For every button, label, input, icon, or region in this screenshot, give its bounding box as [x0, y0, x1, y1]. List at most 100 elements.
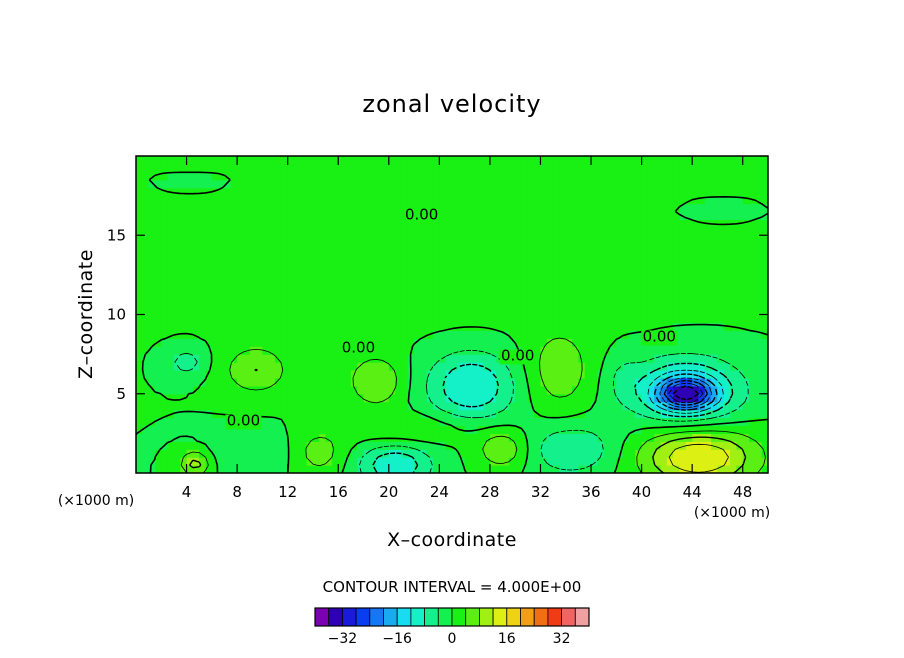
- field-cell: [136, 346, 143, 355]
- colorbar-swatch: [383, 607, 398, 627]
- field-cell: [452, 235, 459, 244]
- field-cell: [673, 449, 681, 458]
- field-cell: [167, 401, 175, 411]
- field-cell: [591, 346, 598, 355]
- field-cell: [237, 163, 245, 173]
- field-cell: [433, 259, 440, 268]
- field-cell: [420, 322, 428, 331]
- field-cell: [312, 171, 320, 181]
- field-cell: [180, 259, 188, 268]
- field-cell: [142, 354, 150, 363]
- field-cell: [338, 457, 346, 466]
- field-cell: [426, 266, 434, 276]
- field-cell: [344, 330, 352, 339]
- field-cell: [597, 171, 605, 181]
- field-cell: [610, 211, 617, 220]
- colorbar-tick-label: 0: [448, 631, 457, 647]
- field-cell: [142, 171, 150, 181]
- field-cell: [230, 465, 238, 473]
- field-cell: [597, 449, 605, 458]
- field-cell: [407, 274, 415, 284]
- field-cell: [540, 235, 548, 244]
- field-cell: [654, 369, 662, 379]
- field-cell: [319, 377, 327, 387]
- field-cell: [344, 457, 352, 466]
- field-cell: [376, 409, 384, 419]
- field-cell: [363, 417, 371, 427]
- field-cell: [319, 156, 327, 165]
- field-cell: [186, 441, 194, 450]
- field-cell: [287, 417, 295, 427]
- field-cell: [331, 441, 339, 450]
- field-cell: [730, 338, 737, 347]
- field-cell: [559, 274, 567, 284]
- field-cell: [268, 314, 276, 324]
- field-cell: [616, 187, 624, 197]
- field-cell: [388, 243, 396, 252]
- field-cell: [679, 441, 687, 450]
- field-cell: [287, 179, 295, 189]
- field-cell: [224, 314, 232, 324]
- field-cell: [312, 377, 320, 387]
- field-cell: [350, 290, 358, 300]
- field-cell: [578, 266, 586, 276]
- field-cell: [470, 306, 478, 316]
- field-cell: [388, 409, 396, 419]
- field-cell: [452, 346, 459, 355]
- field-cell: [723, 369, 731, 379]
- field-cell: [761, 377, 768, 387]
- field-cell: [584, 274, 592, 284]
- field-cell: [300, 354, 308, 363]
- field-cell: [666, 227, 674, 236]
- field-cell: [591, 457, 598, 466]
- field-cell: [445, 282, 453, 292]
- field-cell: [736, 298, 744, 308]
- field-cell: [142, 259, 150, 268]
- field-cell: [281, 433, 289, 442]
- field-cell: [142, 211, 150, 220]
- field-cell: [622, 259, 630, 268]
- field-cell: [673, 393, 681, 403]
- field-cell: [521, 417, 529, 427]
- field-cell: [243, 449, 251, 458]
- field-cell: [470, 354, 478, 363]
- field-cell: [148, 290, 156, 300]
- field-cell: [578, 330, 586, 339]
- field-cell: [534, 449, 542, 458]
- field-cell: [287, 330, 295, 339]
- field-cell: [717, 298, 725, 308]
- field-cell: [660, 219, 668, 228]
- field-cell: [458, 274, 466, 284]
- field-cell: [382, 243, 390, 252]
- field-cell: [154, 179, 162, 189]
- field-cell: [755, 259, 763, 268]
- field-cell: [704, 274, 712, 284]
- field-cell: [369, 195, 377, 205]
- field-cell: [749, 401, 756, 411]
- field-cell: [180, 298, 188, 308]
- field-cell: [553, 274, 561, 284]
- field-cell: [616, 457, 624, 466]
- field-cell: [382, 322, 390, 331]
- field-cell: [439, 195, 447, 205]
- field-cell: [350, 465, 358, 473]
- field-cell: [654, 219, 662, 228]
- field-cell: [218, 219, 226, 228]
- field-cell: [306, 251, 314, 260]
- field-cell: [319, 282, 327, 292]
- field-cell: [256, 156, 263, 165]
- contour-label-bg: [499, 349, 536, 365]
- field-cell: [294, 156, 301, 165]
- field-cell: [312, 338, 320, 347]
- field-cell: [470, 449, 478, 458]
- field-cell: [540, 385, 548, 395]
- field-cell: [635, 156, 643, 165]
- field-cell: [515, 330, 523, 339]
- field-cell: [363, 314, 371, 324]
- field-cell: [357, 179, 365, 189]
- field-cell: [730, 409, 737, 419]
- field-cell: [414, 441, 421, 450]
- field-cell: [483, 441, 491, 450]
- field-cell: [496, 259, 504, 268]
- field-cell: [603, 203, 611, 213]
